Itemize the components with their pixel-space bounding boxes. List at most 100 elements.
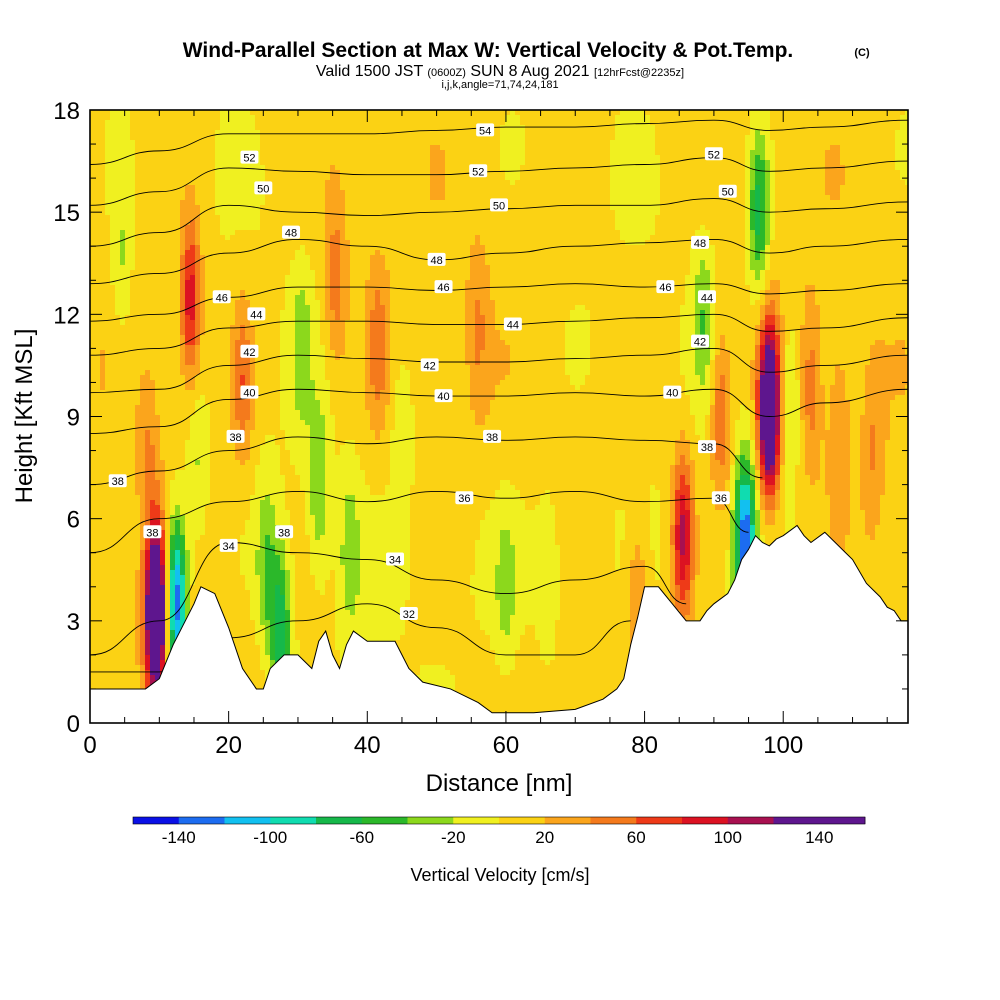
field-cell: [575, 160, 581, 166]
field-cell: [575, 120, 581, 126]
field-cell: [245, 125, 251, 131]
field-cell: [375, 130, 381, 136]
field-cell: [645, 180, 651, 186]
field-cell: [825, 250, 831, 256]
field-cell: [365, 220, 371, 226]
field-cell: [820, 135, 826, 141]
field-cell: [530, 240, 536, 246]
field-cell: [310, 255, 316, 261]
field-cell: [460, 135, 466, 141]
field-cell: [390, 220, 396, 226]
field-cell: [255, 250, 261, 256]
field-cell: [415, 220, 421, 226]
field-cell: [570, 200, 576, 206]
field-cell: [300, 175, 306, 181]
field-cell: [870, 180, 876, 186]
field-cell: [590, 155, 596, 161]
field-cell: [135, 255, 141, 261]
field-cell: [780, 230, 786, 236]
field-cell: [150, 185, 156, 191]
field-cell: [825, 155, 831, 161]
field-cell: [375, 135, 381, 141]
field-cell: [135, 175, 141, 181]
field-cell: [185, 225, 191, 231]
field-cell: [185, 180, 191, 186]
field-cell: [700, 115, 706, 121]
field-cell: [765, 150, 771, 156]
field-cell: [245, 255, 251, 261]
field-cell: [275, 145, 281, 151]
field-cell: [285, 240, 291, 246]
field-cell: [270, 135, 276, 141]
field-cell: [530, 215, 536, 221]
field-cell: [615, 155, 621, 161]
field-cell: [835, 155, 841, 161]
field-cell: [195, 165, 201, 171]
field-cell: [875, 200, 881, 206]
field-cell: [530, 185, 536, 191]
field-cell: [815, 245, 821, 251]
field-cell: [510, 165, 516, 171]
field-cell: [745, 240, 751, 246]
field-cell: [795, 180, 801, 186]
field-cell: [315, 160, 321, 166]
field-cell: [835, 120, 841, 126]
field-cell: [770, 225, 776, 231]
field-cell: [640, 175, 646, 181]
field-cell: [120, 185, 126, 191]
field-cell: [590, 190, 596, 196]
field-cell: [495, 115, 501, 121]
field-cell: [385, 215, 391, 221]
field-cell: [615, 160, 621, 166]
field-cell: [655, 195, 661, 201]
field-cell: [525, 250, 531, 256]
field-cell: [495, 155, 501, 161]
field-cell: [740, 240, 746, 246]
field-cell: [390, 235, 396, 241]
field-cell: [395, 135, 401, 141]
field-cell: [640, 255, 646, 261]
field-cell: [700, 185, 706, 191]
field-cell: [765, 160, 771, 166]
field-cell: [655, 255, 661, 261]
field-cell: [130, 205, 136, 211]
field-cell: [605, 175, 611, 181]
field-cell: [875, 115, 881, 121]
field-cell: [860, 170, 866, 176]
field-cell: [140, 110, 146, 116]
field-cell: [150, 225, 156, 231]
field-cell: [850, 215, 856, 221]
field-cell: [100, 230, 106, 236]
field-cell: [870, 230, 876, 236]
field-cell: [435, 245, 441, 251]
field-cell: [90, 235, 96, 241]
field-cell: [515, 130, 521, 136]
field-cell: [165, 250, 171, 256]
field-cell: [650, 190, 656, 196]
field-cell: [560, 115, 566, 121]
field-cell: [730, 155, 736, 161]
field-cell: [585, 230, 591, 236]
field-cell: [705, 185, 711, 191]
field-cell: [610, 130, 616, 136]
field-cell: [900, 220, 906, 226]
field-cell: [195, 250, 201, 256]
field-cell: [470, 180, 476, 186]
field-cell: [105, 140, 111, 146]
field-cell: [345, 120, 351, 126]
field-cell: [690, 160, 696, 166]
field-cell: [825, 255, 831, 261]
field-cell: [585, 120, 591, 126]
field-cell: [875, 195, 881, 201]
field-cell: [335, 240, 341, 246]
field-cell: [440, 230, 446, 236]
field-cell: [890, 235, 896, 241]
field-cell: [275, 165, 281, 171]
field-cell: [125, 260, 131, 266]
field-cell: [675, 170, 681, 176]
field-cell: [760, 175, 766, 181]
field-cell: [560, 225, 566, 231]
field-cell: [180, 120, 186, 126]
field-cell: [680, 215, 686, 221]
field-cell: [495, 125, 501, 131]
